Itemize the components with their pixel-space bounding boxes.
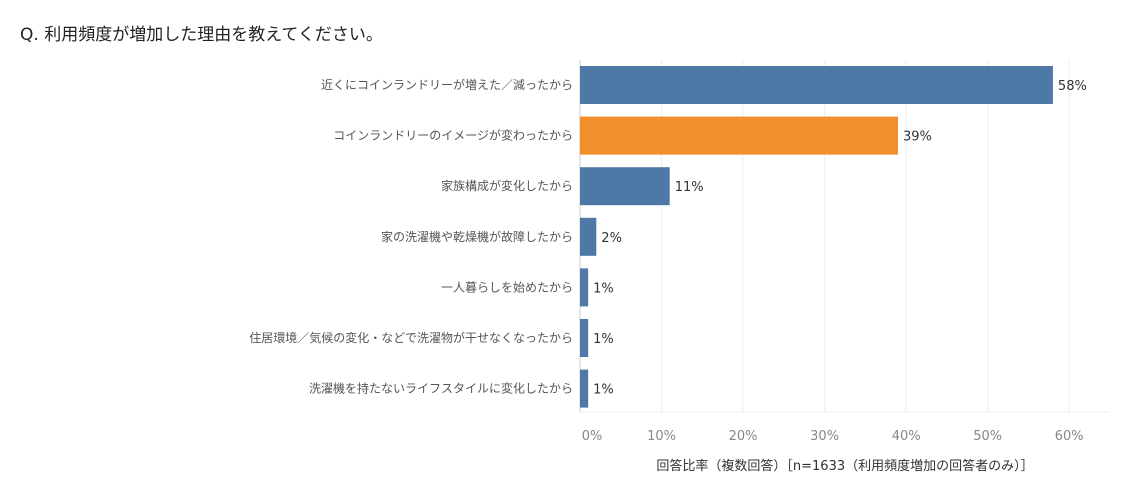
value-label: 11% <box>675 180 704 195</box>
bar <box>580 319 589 357</box>
x-tick-label: 10% <box>647 429 676 444</box>
bar <box>580 167 670 206</box>
x-tick-label: 50% <box>973 429 1002 444</box>
value-label: 1% <box>593 281 614 296</box>
x-axis-title: 回答比率（複数回答）［n=1633（利用頻度増加の回答者のみ）］ <box>656 458 1033 474</box>
category-label: 洗濯機を持たないライフスタイルに変化したから <box>309 381 573 396</box>
bar <box>580 116 898 155</box>
x-tick-label: 30% <box>810 429 839 444</box>
category-label: 家族構成が変化したから <box>441 178 573 193</box>
x-tick-label: 20% <box>729 429 758 444</box>
value-label: 2% <box>601 231 622 246</box>
category-label: 家の洗濯機や乾燥機が故障したから <box>381 229 573 244</box>
question-title: Q. 利用頻度が増加した理由を教えてください。 <box>20 25 383 45</box>
value-label: 58% <box>1058 79 1087 94</box>
value-label: 1% <box>593 383 614 398</box>
category-label: 近くにコインランドリーが増えた／減ったから <box>321 77 573 92</box>
bar <box>580 268 589 307</box>
category-label: 一人暮らしを始めたから <box>441 280 573 294</box>
x-tick-label: 40% <box>892 429 921 444</box>
bar <box>580 66 1053 104</box>
bar <box>580 217 597 256</box>
value-label: 1% <box>593 332 614 347</box>
x-tick-label: 0% <box>582 429 603 444</box>
value-label: 39% <box>903 130 932 145</box>
x-tick-label: 60% <box>1055 429 1084 444</box>
bar <box>580 369 589 408</box>
category-label: 住居環境／気候の変化・などで洗濯物が干せなくなったから <box>249 330 573 345</box>
category-label: コインランドリーのイメージが変わったから <box>333 128 573 143</box>
